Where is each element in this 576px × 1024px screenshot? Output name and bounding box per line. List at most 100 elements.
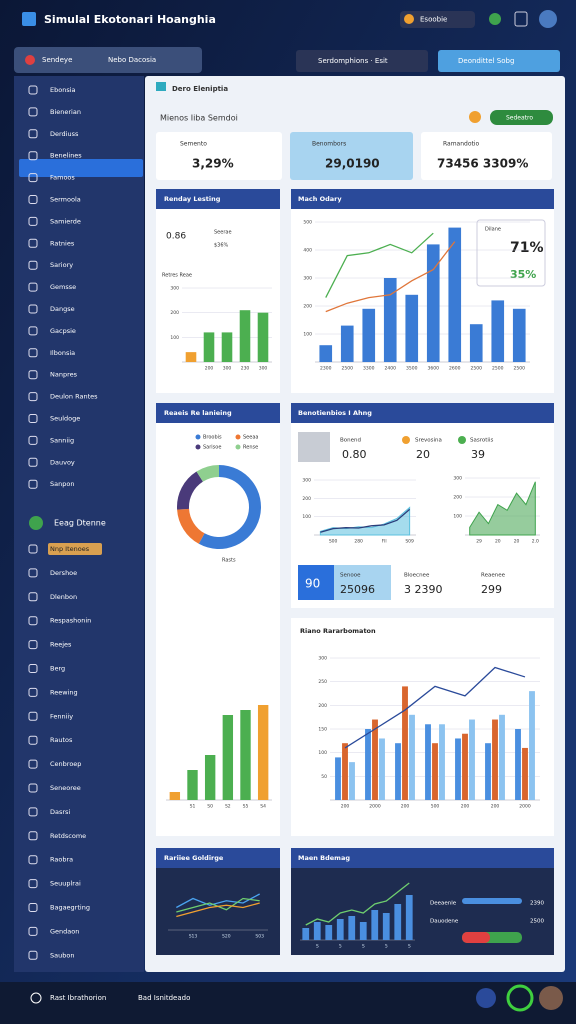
sidebar-item: Reewing xyxy=(50,688,78,696)
bar xyxy=(335,757,341,800)
icon[interactable] xyxy=(30,992,42,1004)
x-tick-label: 2.0 xyxy=(532,539,539,545)
sidebar-icon xyxy=(28,640,38,650)
y-tick-label: 150 xyxy=(318,727,327,733)
dropdown[interactable] xyxy=(14,47,202,73)
sidebar-item: Ilbonsia xyxy=(50,349,75,357)
sidebar-item: Retdscome xyxy=(50,832,86,840)
x-tick-label: 2600 xyxy=(449,366,461,372)
bar xyxy=(529,691,535,800)
bar xyxy=(359,922,367,940)
sidebar-item: Seneoree xyxy=(50,784,81,792)
bar xyxy=(522,747,528,800)
sidebar-icon xyxy=(28,711,38,721)
y-tick-label: 100 xyxy=(302,514,311,520)
kpi-value: 299 xyxy=(481,583,502,596)
inset-label: Dilane xyxy=(485,227,501,233)
sidebar-icon xyxy=(28,348,38,358)
bar xyxy=(469,719,475,800)
bar xyxy=(382,913,390,940)
x-tick-label: 2500 xyxy=(514,366,526,372)
legend-label: Sarisoe xyxy=(203,445,221,451)
x-tick-label: 2500 xyxy=(492,366,504,372)
sidebar-item: Berg xyxy=(50,665,65,673)
sidebar-icon xyxy=(28,107,38,117)
x-tick-label: Fll xyxy=(382,539,387,545)
y-tick-label: 200 xyxy=(303,304,312,310)
bar xyxy=(469,324,483,362)
bar xyxy=(485,743,491,800)
panel-row: $36% xyxy=(214,243,229,249)
kpi-icon xyxy=(298,432,330,462)
badge[interactable] xyxy=(400,11,475,28)
action-button[interactable] xyxy=(490,110,553,125)
line xyxy=(176,902,260,918)
button[interactable] xyxy=(296,50,428,72)
sidebar-item: Raobra xyxy=(50,856,73,864)
kpi-icon xyxy=(402,436,410,444)
y-tick-label: 300 xyxy=(318,656,327,662)
sidebar-icon xyxy=(28,592,38,602)
bar xyxy=(439,724,445,800)
bar xyxy=(425,724,431,800)
sidebar-active[interactable] xyxy=(19,159,143,177)
bar xyxy=(349,762,355,800)
bar xyxy=(405,294,419,362)
bar xyxy=(240,710,251,800)
panel-header xyxy=(156,848,280,868)
sidebar-item: Reejes xyxy=(50,641,72,649)
avatar[interactable] xyxy=(539,10,557,28)
area xyxy=(319,506,411,536)
x-tick-label: 200 xyxy=(205,366,214,372)
x-tick-label: 2000 xyxy=(369,804,381,810)
progress-value: 2390 xyxy=(530,901,544,907)
progress-label: Deeaenle xyxy=(430,901,457,907)
avatar[interactable] xyxy=(539,986,563,1010)
bar xyxy=(409,714,415,800)
x-tick-label: S20 xyxy=(222,934,231,940)
status-text: Rast Ibrathorion xyxy=(50,994,106,1002)
icon[interactable] xyxy=(506,984,534,1012)
bar xyxy=(257,705,269,800)
sidebar-icon xyxy=(28,616,38,626)
panel-header xyxy=(156,189,280,209)
panel-header xyxy=(291,403,554,423)
sidebar-section: Eeag Dtenne xyxy=(54,519,106,528)
x-tick-label: 2300 xyxy=(320,366,332,372)
sidebar-item: Ratnies xyxy=(50,239,75,247)
kpi-value: 25096 xyxy=(340,583,375,596)
icon[interactable] xyxy=(489,13,501,25)
sidebar-icon xyxy=(28,783,38,793)
sidebar-icon xyxy=(28,568,38,578)
sidebar-item: Respashonin xyxy=(50,617,91,625)
sidebar-item: Cenbroep xyxy=(50,760,81,768)
bar xyxy=(187,770,198,800)
bar xyxy=(492,719,498,800)
card xyxy=(156,132,282,180)
panel-header xyxy=(291,848,554,868)
x-tick-label: S xyxy=(316,944,319,950)
button[interactable] xyxy=(438,50,560,72)
icon[interactable] xyxy=(476,988,496,1008)
bar xyxy=(336,919,344,940)
panel-title: Mach Odary xyxy=(298,195,342,203)
legend-swatch xyxy=(195,444,201,450)
bar xyxy=(362,308,376,362)
y-tick-label: 400 xyxy=(303,248,312,254)
icon[interactable] xyxy=(469,111,481,123)
sidebar-icon xyxy=(28,370,38,380)
bar xyxy=(394,904,402,940)
icon[interactable] xyxy=(514,11,528,27)
x-tick-label: S13 xyxy=(189,934,198,940)
legend-swatch xyxy=(195,434,201,440)
sidebar-item: Famoos xyxy=(50,174,75,182)
page-subtitle: Mienos Iiba Semdoi xyxy=(160,114,238,123)
x-tick-label: S0 xyxy=(207,804,213,810)
sidebar-icon xyxy=(28,435,38,445)
sidebar-icon xyxy=(28,304,38,314)
badge-label: Esoobie xyxy=(420,16,447,24)
x-tick-label: 200 xyxy=(341,804,350,810)
donut-segment xyxy=(176,471,203,510)
y-tick-label: 300 xyxy=(302,478,311,484)
